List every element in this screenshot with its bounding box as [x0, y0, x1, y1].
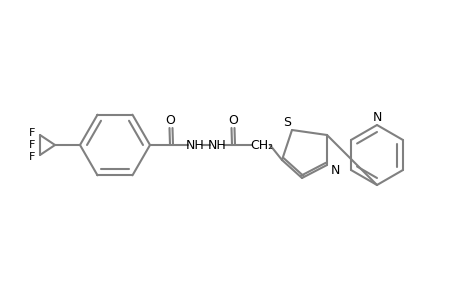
Text: N: N — [330, 164, 339, 176]
Text: CH₂: CH₂ — [250, 139, 273, 152]
Text: NH: NH — [207, 139, 226, 152]
Text: S: S — [282, 116, 291, 128]
Text: NH: NH — [185, 139, 204, 152]
Text: N: N — [371, 110, 381, 124]
Text: O: O — [165, 113, 174, 127]
Text: F: F — [29, 128, 35, 138]
Text: F: F — [29, 140, 35, 150]
Text: O: O — [228, 113, 237, 127]
Text: F: F — [29, 152, 35, 162]
